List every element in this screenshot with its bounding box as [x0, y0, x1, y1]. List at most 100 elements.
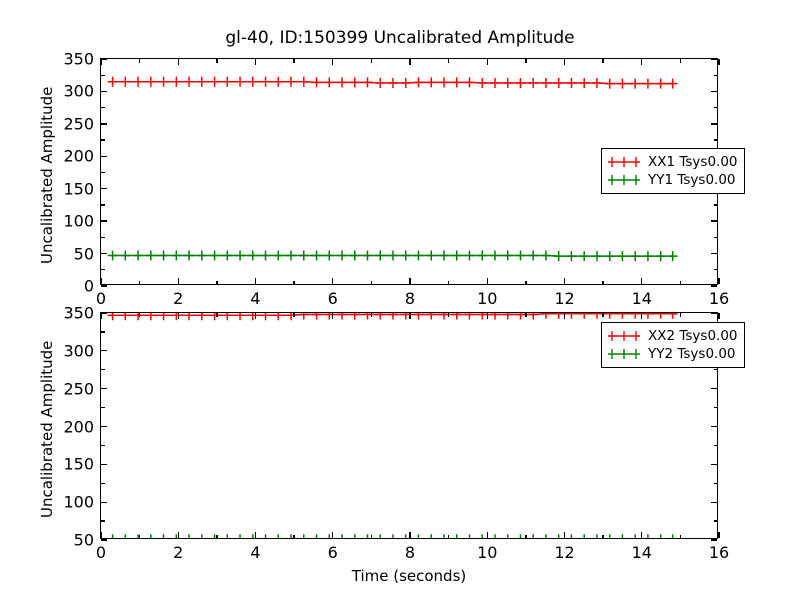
series-marker: [438, 250, 449, 261]
series-marker: [642, 78, 653, 89]
series-marker: [642, 251, 653, 262]
legend-item[interactable]: XX1 Tsys0.00: [607, 153, 738, 171]
x-axis-minor-tick: [138, 534, 141, 538]
series-marker: [252, 534, 254, 538]
y-axis-tick: [711, 463, 717, 465]
series-marker: [222, 313, 233, 321]
series-marker: [124, 534, 127, 538]
page-title: gl-40, ID:150399 Uncalibrated Amplitude: [225, 28, 575, 48]
series-marker: [354, 534, 356, 538]
legend-item[interactable]: XX2 Tsys0.00: [607, 327, 738, 345]
x-axis-tick-label: 16: [708, 289, 730, 308]
legend-label-yy2: YY2 Tsys0.00: [648, 346, 736, 362]
y-axis-tick: [711, 312, 717, 314]
series-marker: [655, 251, 666, 262]
x-axis-tick-label: 8: [404, 543, 416, 562]
series-marker: [196, 76, 207, 87]
series-marker: [133, 313, 144, 321]
series-marker: [235, 250, 246, 261]
x-axis-minor-tick: [293, 280, 295, 284]
y-axis-tick: [101, 350, 107, 352]
x-axis-minor-tick: [679, 280, 682, 284]
y-axis-minor-tick: [101, 139, 105, 141]
series-marker: [489, 313, 500, 320]
series-marker: [617, 313, 628, 319]
y-axis-tick: [711, 285, 717, 287]
series-marker: [545, 534, 547, 538]
series-marker: [566, 78, 577, 88]
series-marker: [630, 251, 641, 262]
legend-label-xx1: XX1 Tsys0.00: [648, 154, 738, 170]
x-axis-tick: [254, 278, 257, 284]
series-marker: [158, 76, 169, 87]
series-marker: [337, 77, 348, 88]
series-marker: [260, 76, 271, 87]
series-marker: [477, 78, 488, 88]
y-axis-minor-tick: [713, 236, 717, 238]
x-axis-tick: [563, 532, 566, 538]
x-axis-tick: [177, 59, 179, 65]
x-axis-minor-tick: [370, 313, 373, 317]
series-marker: [311, 77, 322, 88]
x-axis-tick: [254, 532, 257, 538]
legend-top[interactable]: XX1 Tsys0.00 YY1 Tsys0.00: [601, 148, 745, 194]
x-axis-tick: [409, 313, 411, 319]
series-marker: [366, 534, 369, 538]
series-marker: [634, 534, 636, 538]
series-marker: [349, 77, 360, 88]
series-marker: [443, 534, 445, 538]
y-axis-tick: [711, 539, 717, 541]
series-marker: [553, 251, 564, 262]
series-marker: [515, 250, 526, 261]
y-axis-tick: [101, 123, 107, 125]
series-marker: [515, 313, 526, 320]
y-axis-tick: [711, 501, 717, 503]
x-axis-minor-tick: [447, 280, 450, 284]
series-marker: [107, 313, 118, 321]
series-marker: [671, 534, 674, 538]
series-marker: [608, 534, 611, 538]
series-marker: [477, 250, 488, 261]
x-axis-minor-tick: [525, 59, 527, 63]
series-marker: [489, 78, 500, 88]
series-marker: [133, 76, 144, 87]
series-marker: [298, 313, 309, 320]
y-axis-tick: [101, 388, 107, 390]
x-axis-tick-label: 6: [327, 289, 338, 308]
x-axis-tick: [409, 278, 411, 284]
series-marker: [489, 250, 500, 261]
series-marker: [566, 313, 577, 319]
y-axis-tick-label: 350: [63, 49, 94, 69]
x-axis-minor-tick: [293, 59, 295, 63]
legend-item[interactable]: YY2 Tsys0.00: [607, 345, 738, 363]
series-marker: [324, 77, 335, 88]
series-marker: [235, 76, 246, 87]
x-axis-minor-tick: [602, 313, 604, 317]
x-axis-tick-label: 4: [250, 543, 261, 562]
x-axis-tick: [718, 59, 720, 65]
series-marker: [107, 76, 118, 87]
x-axis-minor-tick: [216, 313, 218, 317]
series-marker: [171, 250, 182, 261]
x-axis-tick-label: 16: [708, 543, 730, 562]
series-marker: [667, 251, 678, 262]
y-axis-minor-tick: [101, 331, 105, 333]
series-marker: [209, 250, 220, 261]
y-axis-minor-tick: [713, 139, 717, 141]
series-marker: [311, 313, 322, 320]
y-axis-tick: [711, 123, 717, 125]
legend-bottom[interactable]: XX2 Tsys0.00 YY2 Tsys0.00: [601, 322, 745, 368]
y-axis-minor-tick: [713, 269, 717, 271]
y-axis-minor-tick: [101, 106, 105, 109]
y-axis-minor-tick: [713, 106, 717, 109]
series-marker: [239, 534, 241, 538]
series-marker: [175, 534, 178, 538]
series-marker: [196, 250, 207, 261]
series-marker: [120, 76, 131, 87]
legend-item[interactable]: YY1 Tsys0.00: [607, 171, 738, 189]
x-axis-tick: [641, 278, 643, 284]
series-marker: [133, 250, 144, 261]
series-marker: [617, 78, 628, 89]
legend-swatch-xx2: [608, 331, 640, 341]
y-axis-tick-label: 200: [63, 146, 94, 166]
